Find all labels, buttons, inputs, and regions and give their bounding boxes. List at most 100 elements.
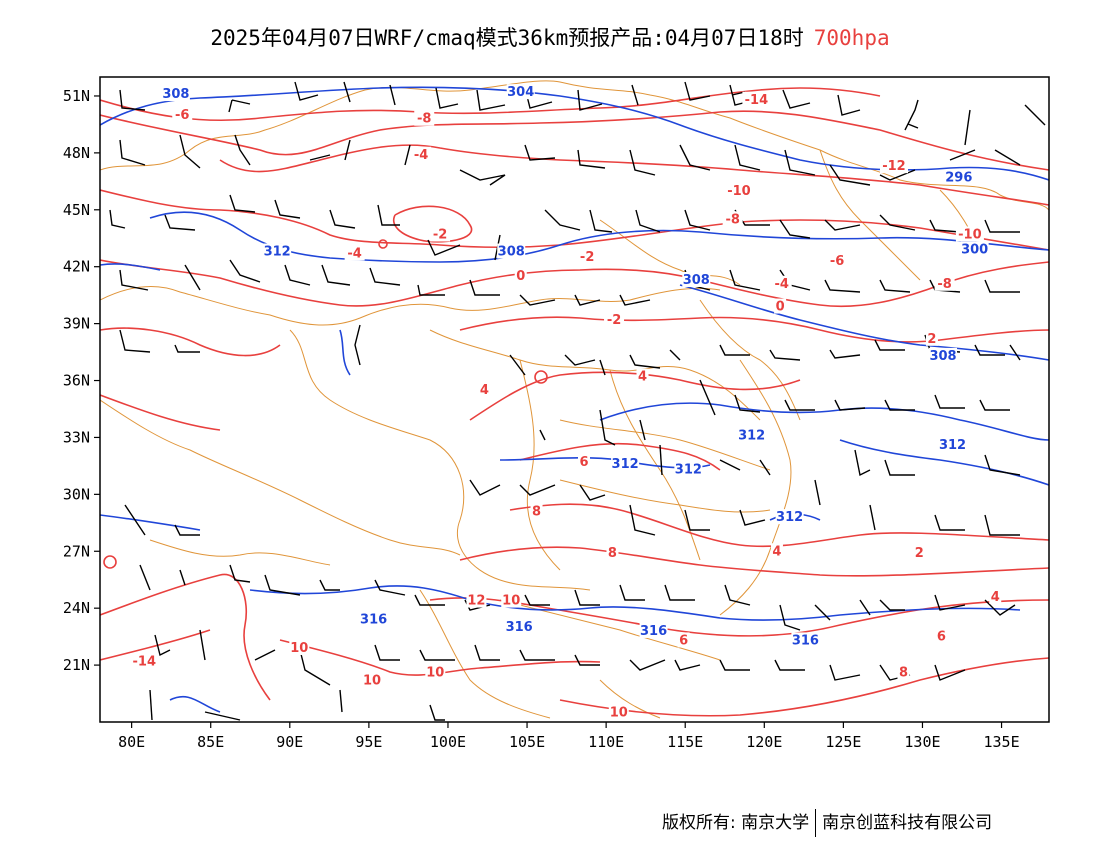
height-label: 308 [929,349,956,364]
height-label-bg [682,271,711,287]
temperature-label-bg [742,91,771,107]
height-label-bg [497,243,526,259]
temperature-label-bg [501,592,522,608]
lat-tick-label: 42N [63,258,90,276]
height-label-bg [938,437,967,453]
lon-tick-label: 125E [825,733,861,751]
height-label-bg [960,241,989,257]
temperature-label-bg [770,543,783,559]
temperature-label-bg [466,592,487,608]
height-label: 308 [498,245,525,260]
temperature-label-bg [362,672,383,688]
temperature-label-bg [925,330,938,346]
height-label: 304 [507,85,534,100]
temperature-label-bg [608,704,629,720]
height-label-bg [944,169,973,185]
temperature-label-bg [774,298,787,314]
temperature-label: -8 [937,277,951,292]
map-frame [99,76,1050,723]
height-label-bg [791,632,820,648]
lat-tick-label: 39N [63,315,90,333]
temperature-label-bg [955,226,984,242]
temperature-label: 2 [927,332,936,347]
lon-tick-label: 85E [197,733,224,751]
temperature-label-bg [604,311,625,327]
temperature-label: -6 [830,254,844,269]
temperature-label: 6 [579,455,588,470]
lon-tick-label: 90E [276,733,303,751]
temperature-label-bg [989,588,1002,604]
height-label-bg [359,611,388,627]
temperature-label: 4 [638,370,647,385]
lon-tick-label: 105E [509,733,545,751]
temperature-label: -6 [175,108,189,123]
height-label-bg [737,427,766,443]
temperature-label-bg [934,275,955,291]
temperature-contours [100,87,1049,717]
height-label-bg [506,84,535,100]
height-label-bg [161,86,190,102]
temperature-label: 8 [532,504,541,519]
height-label: 312 [738,429,765,444]
temperature-label: 10 [426,666,444,681]
lon-tick-label: 130E [904,733,940,751]
temperature-label-bg [935,628,948,644]
temperature-label: 8 [899,666,908,681]
pressure-level: 700hpa [813,26,890,50]
longitude-axis: 80E 85E 90E 95E 100E 105E 110E 115E 120E 125E 130E… [118,722,1020,751]
height-label: 312 [675,463,702,478]
temperature-label: 6 [937,630,946,645]
wind-barbs [109,81,1046,721]
temperature-label-bg [289,640,310,656]
height-label: 316 [360,613,387,628]
lat-tick-label: 27N [63,542,90,560]
temperature-label: -2 [580,250,594,265]
temperature-label-layer: -6-8-4-14-12-10-8-10-2-4-2-2-60-4-8-2024… [130,91,1002,721]
lat-tick-label: 24N [63,599,90,617]
lon-tick-label: 110E [588,733,624,751]
lon-tick-label: 95E [355,733,382,751]
footer-separator [815,809,817,837]
temperature-label: 10 [290,641,308,656]
border-lines [100,80,1049,719]
height-label: 308 [162,87,189,102]
temperature-label-bg [677,632,690,648]
copyright-right: 南京创蓝科技有限公司 [822,813,993,833]
height-label: 316 [640,624,667,639]
height-label: 312 [264,245,291,260]
temperature-label-bg [827,253,848,269]
temperature-label: -10 [727,184,751,199]
temperature-label: 10 [610,706,628,721]
height-label: 316 [506,620,533,635]
temperature-label-bg [724,182,753,198]
temperature-label: 0 [516,269,525,284]
temperature-label: 4 [991,590,1000,605]
temperature-label-bg [636,368,649,384]
copyright-left: 版权所有: 南京大学 [662,813,810,833]
lat-tick-label: 21N [63,656,90,674]
temperature-label-bg [913,545,926,561]
lat-tick-label: 30N [63,485,90,503]
temperature-label-bg [514,268,527,284]
height-label: 316 [792,633,819,648]
temperature-label: 8 [608,546,617,561]
height-label: 300 [961,243,988,258]
temperature-label: -12 [882,159,906,174]
temperature-label: -2 [433,227,447,242]
temperature-label-bg [879,158,908,174]
height-label: 312 [612,457,639,472]
lon-tick-label: 135E [983,733,1019,751]
temperature-label: 10 [363,673,381,688]
temperature-label: -8 [725,212,739,227]
temperature-label: 12 [467,594,485,609]
temperature-label-bg [771,275,792,291]
temperature-label-bg [130,653,159,669]
latitude-axis: 51N 48N 45N 42N 39N 36N 33N 30N 27N 24N 21N [63,87,100,674]
temperature-label-bg [478,382,491,398]
height-label-bg [611,456,640,471]
temperature-label: -2 [607,313,621,328]
temperature-label-bg [425,664,446,680]
temperature-label: -4 [347,246,361,261]
temperature-label-bg [414,110,435,126]
lon-tick-label: 120E [746,733,782,751]
